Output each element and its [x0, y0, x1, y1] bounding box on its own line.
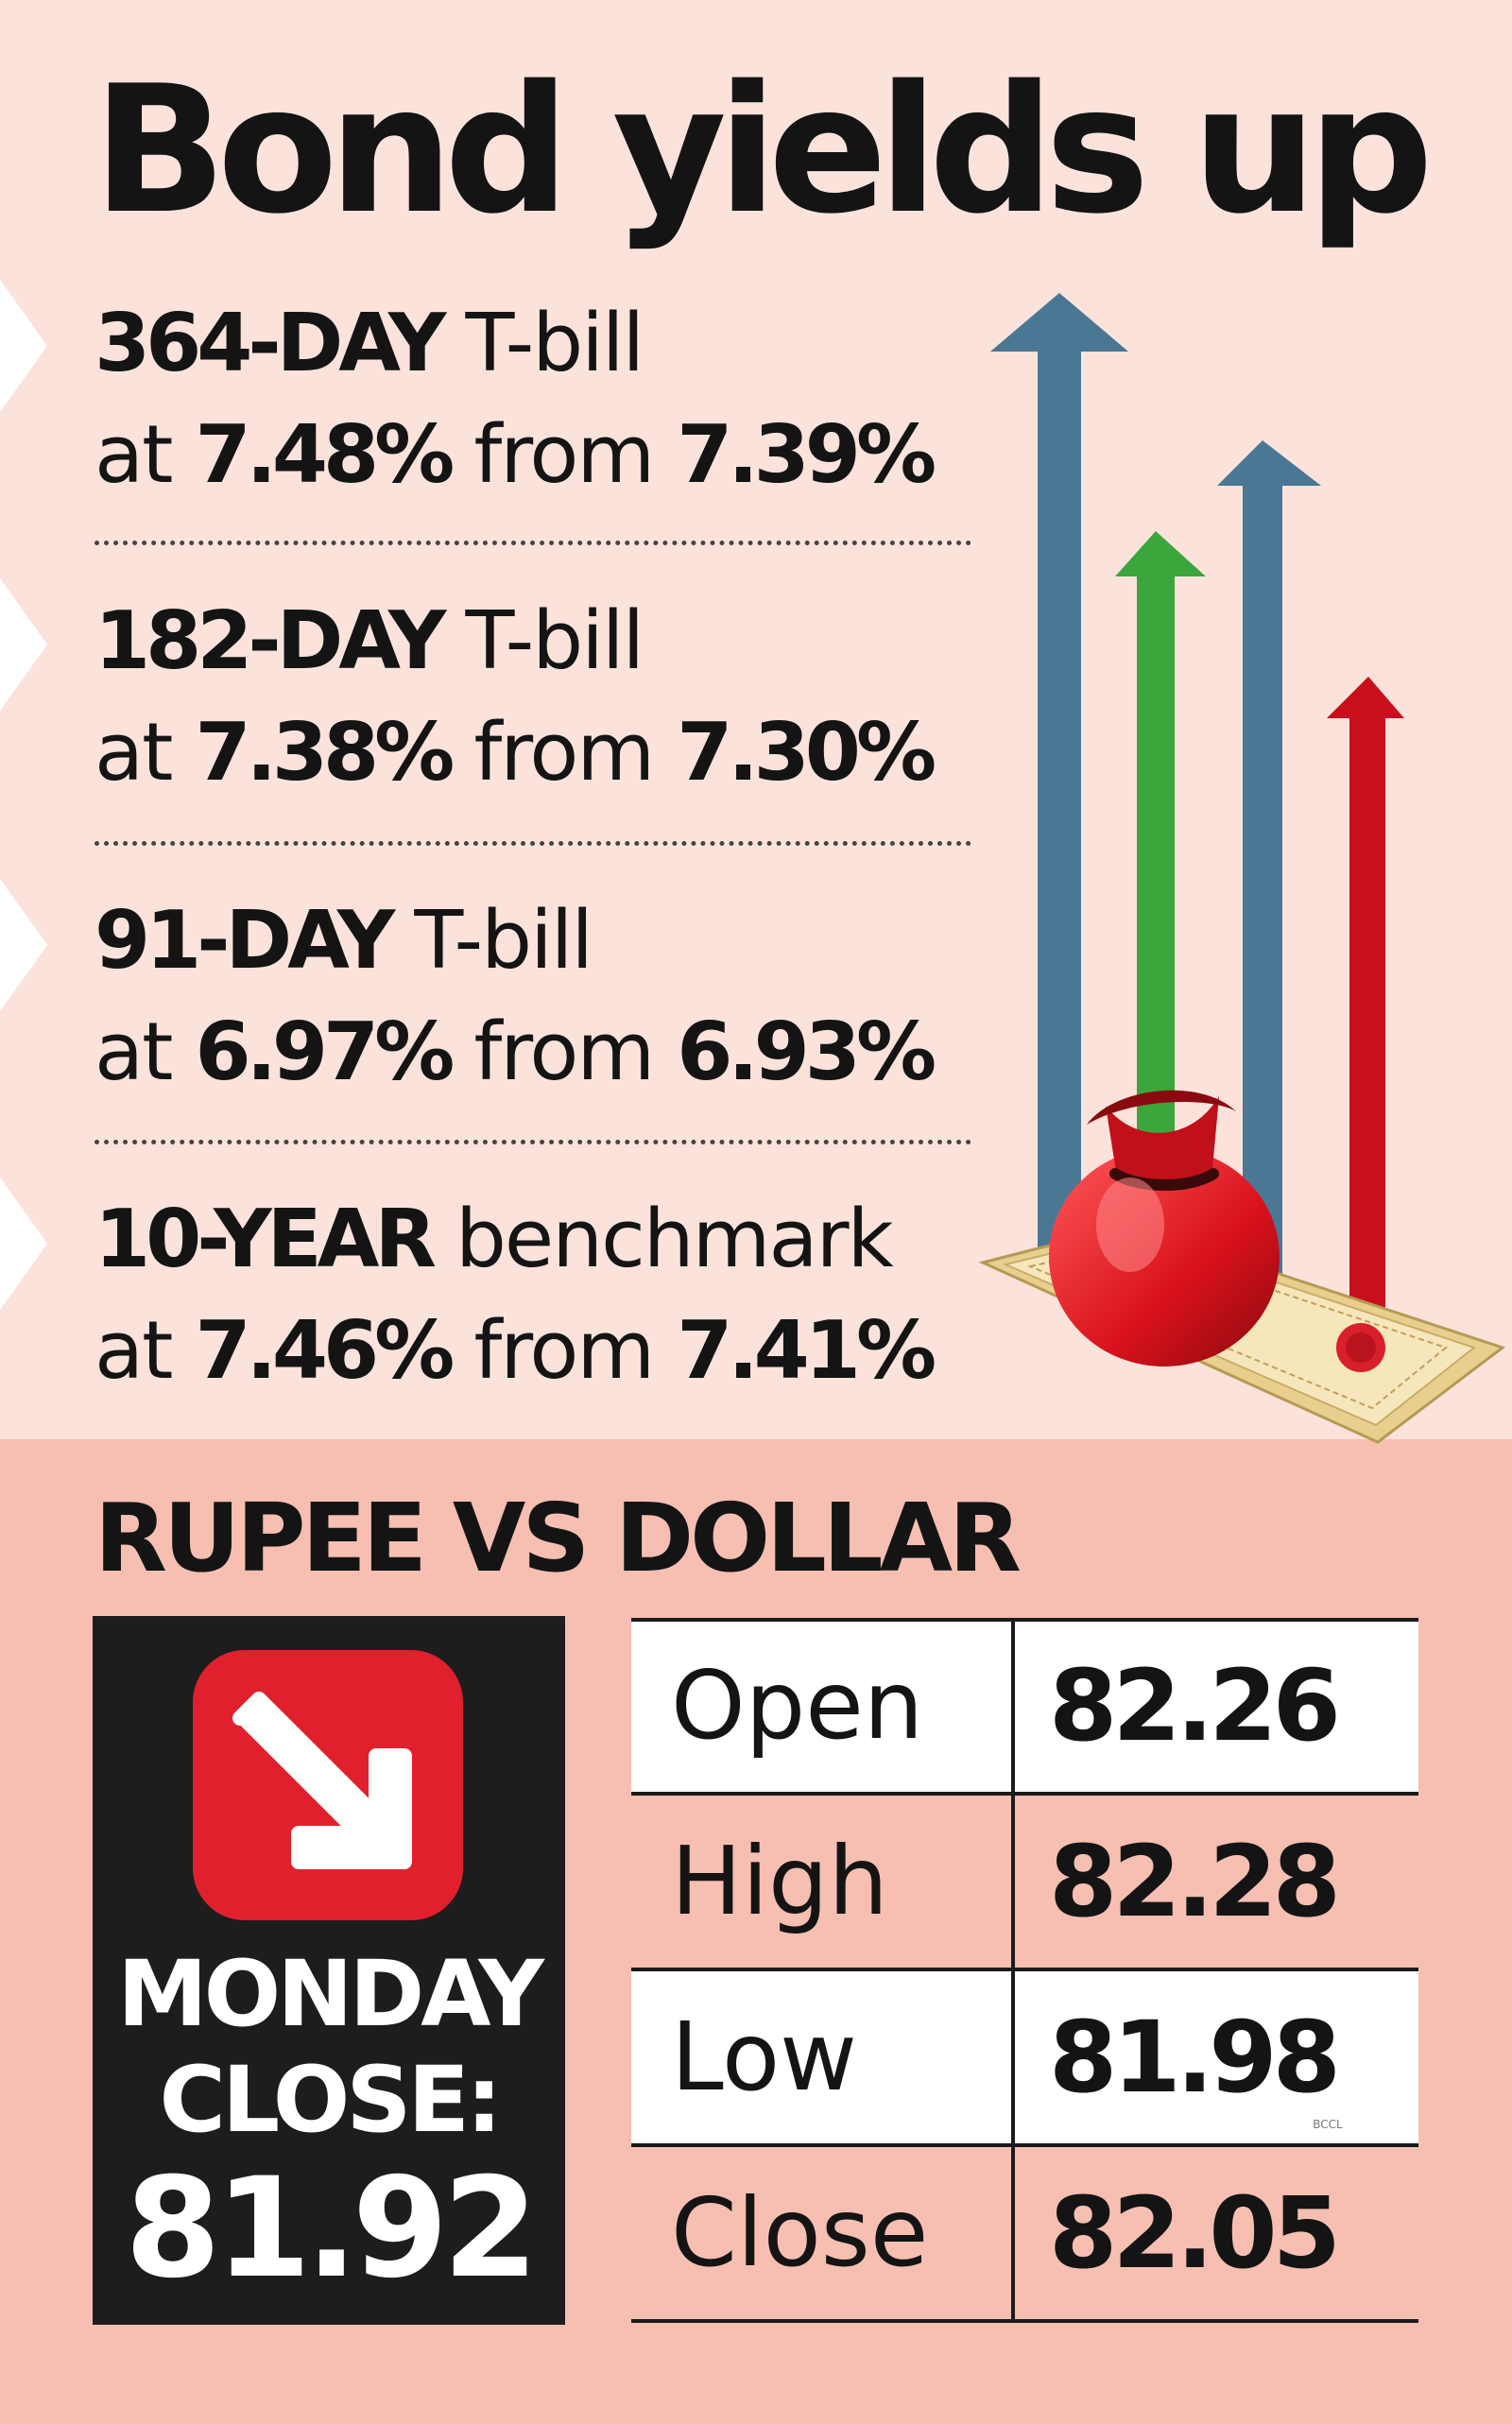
credit-label: BCCL [1306, 2115, 1349, 2134]
bond-type: T-bill [414, 894, 593, 988]
table-row: Low 81.98 [631, 1969, 1418, 2145]
bond-tenor: 91-DAY [94, 894, 395, 988]
bond-tenor: 364-DAY [94, 297, 446, 390]
bond-at: at [94, 706, 173, 799]
row-value: 81.98 [1049, 2000, 1341, 2115]
chevron-marker-icon [0, 879, 47, 1011]
table-rule [631, 1792, 1418, 1796]
bond-from: from [473, 1304, 655, 1398]
chevron-marker-icon [0, 1178, 47, 1310]
chevron-marker-icon [0, 578, 47, 711]
bond-at: at [94, 1304, 173, 1398]
section-title: RUPEE VS DOLLAR [94, 1483, 1022, 1593]
close-value: 81.92 [125, 2148, 539, 2309]
divider [94, 841, 971, 846]
bond-previous-yield: 7.41% [677, 1304, 936, 1398]
row-label: Close [671, 2177, 929, 2288]
down-arrow-icon [232, 1692, 412, 1869]
bond-from: from [473, 706, 655, 799]
bond-previous-yield: 6.93% [677, 1006, 936, 1099]
bond-previous-yield: 7.39% [677, 408, 936, 502]
table-rule [631, 2319, 1418, 2323]
bond-current-yield: 7.48% [195, 408, 455, 502]
bond-current-yield: 7.46% [195, 1304, 455, 1398]
bond-current-yield: 7.38% [195, 706, 455, 799]
row-value: 82.28 [1049, 1824, 1341, 1939]
close-label: CLOSE: [159, 2047, 503, 2153]
bond-tenor: 182-DAY [94, 594, 446, 688]
up-arrow-icon [1217, 440, 1321, 1331]
bond-tenor: 10-YEAR [94, 1193, 437, 1286]
chevron-marker-icon [0, 280, 47, 412]
page-title: Bond yields up [93, 47, 1434, 252]
rising-arrows-illustration [978, 293, 1506, 1444]
row-label: Open [671, 1650, 924, 1761]
divider [94, 541, 971, 545]
bond-type: benchmark [455, 1193, 894, 1286]
bond-item-10-year: 10-YEAR benchmark at 7.46% from 7.41% [94, 1184, 1002, 1407]
row-label: High [671, 1826, 888, 1936]
bond-from: from [473, 408, 655, 502]
bond-item-364-day: 364-DAY T-bill at 7.48% from 7.39% [94, 288, 1002, 511]
table-rule [631, 1968, 1418, 1971]
down-arrow-tile [193, 1650, 463, 1920]
table-column-rule [1011, 1618, 1015, 2323]
money-bag-icon [1049, 1090, 1280, 1367]
bond-type: T-bill [465, 297, 645, 390]
bond-from: from [473, 1006, 655, 1099]
table-row: High 82.28 [631, 1794, 1418, 1969]
table-row: Open 82.26 [631, 1618, 1418, 1794]
bond-at: at [94, 408, 173, 502]
row-value: 82.05 [1049, 2175, 1341, 2291]
monday-close-card: MONDAY CLOSE: 81.92 [93, 1616, 565, 2325]
table-rule [631, 2143, 1418, 2147]
bond-type: T-bill [465, 594, 645, 688]
bond-at: at [94, 1006, 173, 1099]
table-rule [631, 1618, 1418, 1622]
divider [94, 1140, 971, 1144]
rupee-table: Open 82.26 High 82.28 Low 81.98 Close 82… [631, 1618, 1418, 2323]
bond-item-182-day: 182-DAY T-bill at 7.38% from 7.30% [94, 586, 1002, 809]
up-arrow-icon [990, 293, 1128, 1289]
bond-current-yield: 6.97% [195, 1006, 455, 1099]
bond-previous-yield: 7.30% [677, 706, 936, 799]
bond-item-91-day: 91-DAY T-bill at 6.97% from 6.93% [94, 885, 1002, 1109]
row-label: Low [671, 2002, 857, 2112]
row-value: 82.26 [1049, 1648, 1341, 1763]
table-row: Close 82.05 [631, 2145, 1418, 2321]
close-label-day: MONDAY [117, 1941, 544, 2047]
up-arrow-icon [1327, 677, 1404, 1310]
